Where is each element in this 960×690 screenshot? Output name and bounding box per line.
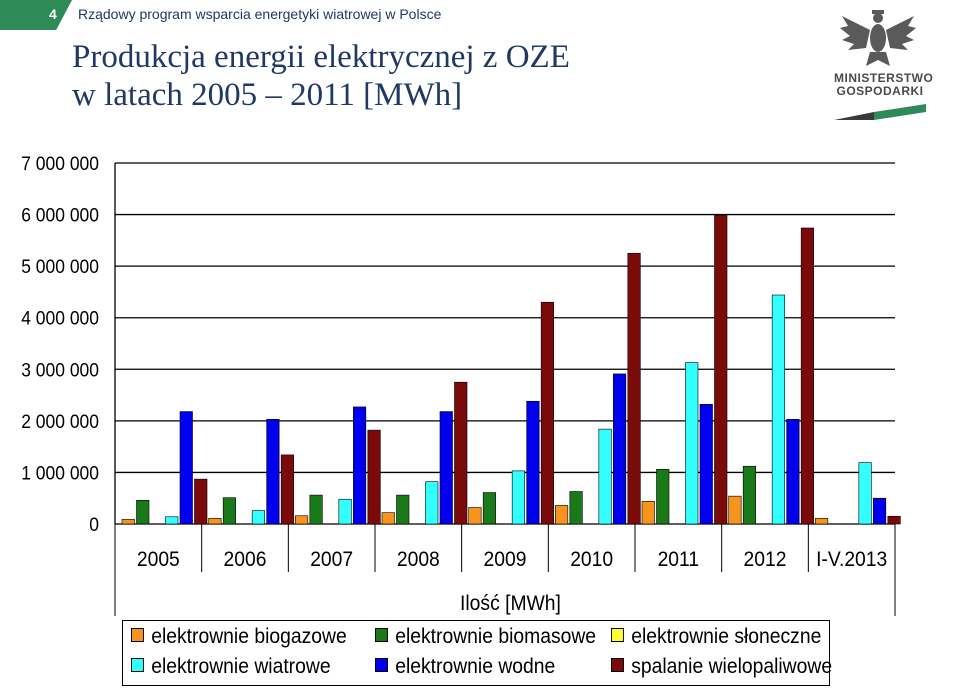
legend-item: elektrownie słoneczne — [611, 625, 821, 649]
legend-item: elektrownie wiatrowe — [131, 655, 331, 679]
y-tick-label: 1 000 000 — [21, 462, 99, 484]
logo-line-2: GOSPODARKI — [836, 84, 924, 98]
bar — [208, 518, 222, 525]
bar — [627, 252, 641, 525]
eagle-emblem-icon — [840, 10, 916, 66]
header-caption: Rządowy program wsparcia energetyki wiat… — [78, 6, 442, 22]
bar — [873, 497, 887, 525]
legend-swatch — [611, 658, 624, 673]
bar — [381, 512, 395, 525]
logo-line-1: MINISTERSTWO — [834, 71, 934, 85]
bar — [309, 494, 323, 525]
title-line-2: w latach 2005 – 2011 [MWh] — [72, 77, 463, 113]
bar — [280, 454, 294, 525]
y-tick-label: 2 000 000 — [21, 410, 99, 432]
title-line-1: Produkcja energii elektrycznej z OZE — [72, 39, 570, 75]
bar — [353, 406, 367, 525]
x-tick-label: 2011 — [658, 548, 700, 571]
bar — [858, 462, 872, 525]
bar — [251, 510, 265, 525]
legend-swatch — [375, 628, 388, 643]
bar — [569, 491, 583, 525]
bar — [526, 400, 540, 525]
x-axis-title: Ilość [MWh] — [460, 592, 561, 615]
bar — [165, 516, 179, 525]
bar-chart: 0 1 000 000 2 000 000 3 000 000 4 000 000 5 0… — [21, 152, 901, 616]
bar — [742, 465, 756, 525]
bar — [396, 494, 410, 525]
y-tick-label: 4 000 000 — [21, 307, 99, 329]
bar — [699, 404, 713, 525]
legend-swatch — [131, 658, 144, 673]
x-tick-label: 2012 — [744, 548, 787, 571]
bar — [641, 501, 655, 525]
legend-label: elektrownie wiatrowe — [151, 655, 331, 678]
bar — [222, 497, 236, 525]
bar — [439, 411, 453, 525]
x-tick-label: 2009 — [484, 548, 527, 571]
chart-legend: elektrownie biogazowe elektrownie biomaso… — [122, 620, 832, 686]
header-band — [0, 0, 840, 30]
bar — [179, 411, 193, 525]
x-tick-label: 2007 — [310, 548, 353, 571]
y-tick-label: 6 000 000 — [21, 204, 99, 226]
x-tick-label: 2008 — [397, 548, 440, 571]
legend-item: elektrownie wodne — [375, 655, 555, 679]
legend-swatch — [131, 628, 144, 643]
legend-label: elektrownie biogazowe — [151, 625, 347, 648]
legend-swatch — [375, 658, 388, 673]
bar — [468, 507, 482, 525]
x-tick-label: 2010 — [570, 548, 613, 571]
legend-label: spalanie wielopaliwowe — [631, 655, 833, 678]
bar — [454, 381, 468, 525]
x-tick-label: 2006 — [224, 548, 267, 571]
bar — [728, 495, 742, 525]
bar — [815, 518, 829, 525]
bar — [295, 515, 309, 525]
bar — [266, 419, 280, 525]
bar — [598, 428, 612, 525]
bar — [771, 294, 785, 525]
bar — [887, 515, 901, 525]
y-tick-label: 0 — [89, 513, 99, 535]
y-tick-label: 7 000 000 — [21, 152, 99, 174]
bar — [613, 373, 627, 525]
bar — [800, 227, 814, 525]
bar — [786, 419, 800, 525]
legend-label: elektrownie słoneczne — [631, 625, 822, 648]
bar — [555, 505, 569, 525]
bar — [685, 362, 699, 525]
bar — [425, 481, 439, 525]
bar — [121, 519, 135, 525]
y-tick-label: 5 000 000 — [21, 255, 99, 277]
bar — [367, 429, 381, 525]
x-tick-label: 2005 — [137, 548, 180, 571]
slide-number: 4 — [49, 6, 57, 22]
legend-label: elektrownie wodne — [395, 655, 556, 678]
page-title: Produkcja energii elektrycznej z OZE w l… — [72, 38, 792, 114]
logo-stripes-icon — [834, 104, 926, 120]
legend-item: elektrownie biomasowe — [375, 625, 596, 649]
x-tick-label: I-V.2013 — [816, 548, 887, 571]
bar — [511, 470, 525, 525]
bar — [194, 478, 208, 525]
legend-item: elektrownie biogazowe — [131, 625, 347, 649]
bar — [136, 499, 150, 525]
bar — [540, 301, 554, 525]
y-tick-label: 3 000 000 — [21, 359, 99, 381]
bar — [714, 214, 728, 525]
bar — [482, 492, 496, 525]
legend-swatch — [611, 628, 624, 643]
bar — [656, 469, 670, 525]
ministry-logo-text: MINISTERSTWO GOSPODARKI — [834, 71, 934, 98]
legend-item: spalanie wielopaliwowe — [611, 655, 832, 679]
bar — [338, 498, 352, 525]
legend-label: elektrownie biomasowe — [395, 625, 597, 648]
